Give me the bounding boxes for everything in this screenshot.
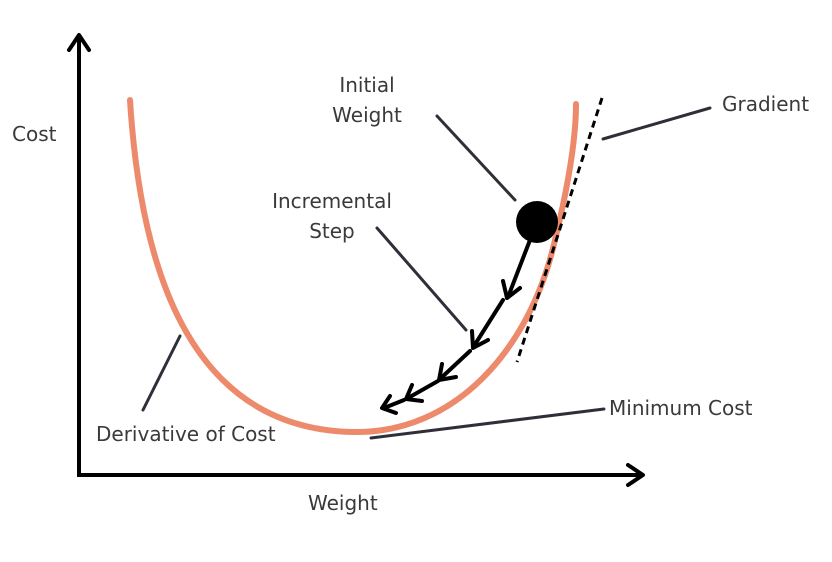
incremental-step-pointer — [375, 226, 468, 332]
x-axis-arrowhead — [626, 463, 645, 487]
step-arrow-3 — [439, 349, 472, 380]
gradient-pointer — [601, 106, 712, 141]
x-axis-label: Weight — [308, 491, 378, 515]
y-axis-arrowhead — [67, 33, 91, 52]
gradient-tangent-line — [515, 97, 604, 363]
gradient-label: Gradient — [722, 92, 810, 116]
step-arrow-1-head — [501, 279, 522, 300]
step-arrow-2 — [472, 298, 505, 348]
initial-weight-label-line-1: Initial — [339, 73, 395, 97]
derivative-pointer — [141, 334, 182, 412]
step-arrow-1 — [506, 238, 532, 299]
step-arrow-2-head — [470, 329, 490, 350]
initial-weight-label: Initial Weight — [312, 70, 422, 130]
incremental-step-arrows — [380, 238, 532, 415]
step-arrow-4 — [406, 379, 440, 400]
y-axis-label: Cost — [12, 122, 57, 146]
incremental-step-label-line-1: Incremental — [272, 189, 392, 213]
step-arrow-5 — [382, 398, 406, 410]
minimum-cost-label: Minimum Cost — [609, 396, 753, 420]
incremental-step-label-line-2: Step — [309, 219, 355, 243]
incremental-step-label: Incremental Step — [258, 186, 406, 246]
initial-weight-label-line-2: Weight — [332, 103, 402, 127]
step-arrow-4-head — [404, 383, 424, 403]
initial-weight-pointer — [435, 114, 517, 202]
initial-weight-ball — [516, 201, 558, 243]
cost-curve — [127, 97, 579, 436]
minimum-cost-pointer — [369, 407, 606, 440]
derivative-of-cost-label: Derivative of Cost — [96, 422, 276, 446]
step-arrow-5-head — [380, 394, 398, 415]
